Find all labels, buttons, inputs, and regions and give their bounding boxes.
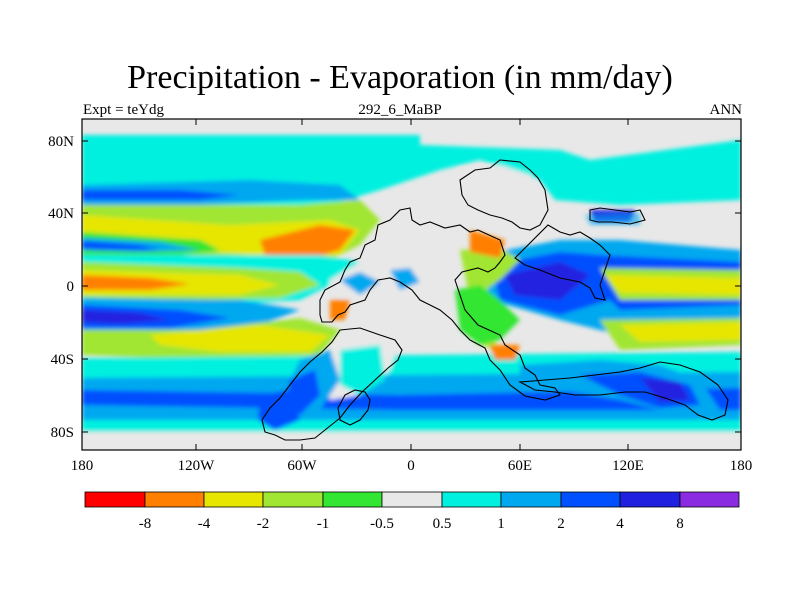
map-title: Precipitation - Evaporation (in mm/day) [127,59,673,96]
lat-label-80n: 80N [48,134,74,150]
lat-label-40n: 40N [48,206,74,222]
lon-label-0: 0 [407,458,415,474]
colorbar-label: -0.5 [370,516,394,532]
lon-label-120e: 120E [612,458,644,474]
lat-label-40s: 40S [51,352,74,368]
colorbar-label: 0.5 [433,516,452,532]
colorbar-label: -2 [257,516,270,532]
lon-label-60e: 60E [508,458,532,474]
colorbar-swatch [381,491,443,508]
season-label: ANN [709,102,743,118]
coastlines [261,159,729,441]
colorbar-swatch [679,491,740,508]
pme-field [82,119,741,450]
colorbar-label: 2 [557,516,565,532]
colorbar-label: 1 [497,516,505,532]
colorbar-label: -1 [317,516,330,532]
colorbar-swatch [560,491,621,508]
colorbar-swatch [500,491,562,508]
colorbar-swatch [441,491,502,508]
colorbar-swatch [144,491,205,508]
lon-label-120w: 120W [178,458,216,474]
colorbar-swatch [203,491,264,508]
colorbar [84,491,740,508]
colorbar-swatch [322,491,383,508]
lon-label-180e: 180 [730,458,753,474]
colorbar-label: 4 [616,516,624,532]
colorbar-label: -4 [198,516,211,532]
colorbar-swatch [619,491,681,508]
colorbar-label: -8 [139,516,152,532]
lon-label-60w: 60W [287,458,317,474]
colorbar-label: 8 [676,516,684,532]
colorbar-swatch [84,491,146,508]
axis-ticks [82,119,741,450]
colorbar-swatch [262,491,324,508]
experiment-label: Expt = teYdg [83,102,164,118]
lon-label-180w: 180 [71,458,94,474]
lat-label-80s: 80S [51,425,74,441]
lat-label-0: 0 [67,279,75,295]
period-label: 292_6_MaBP [358,102,442,118]
